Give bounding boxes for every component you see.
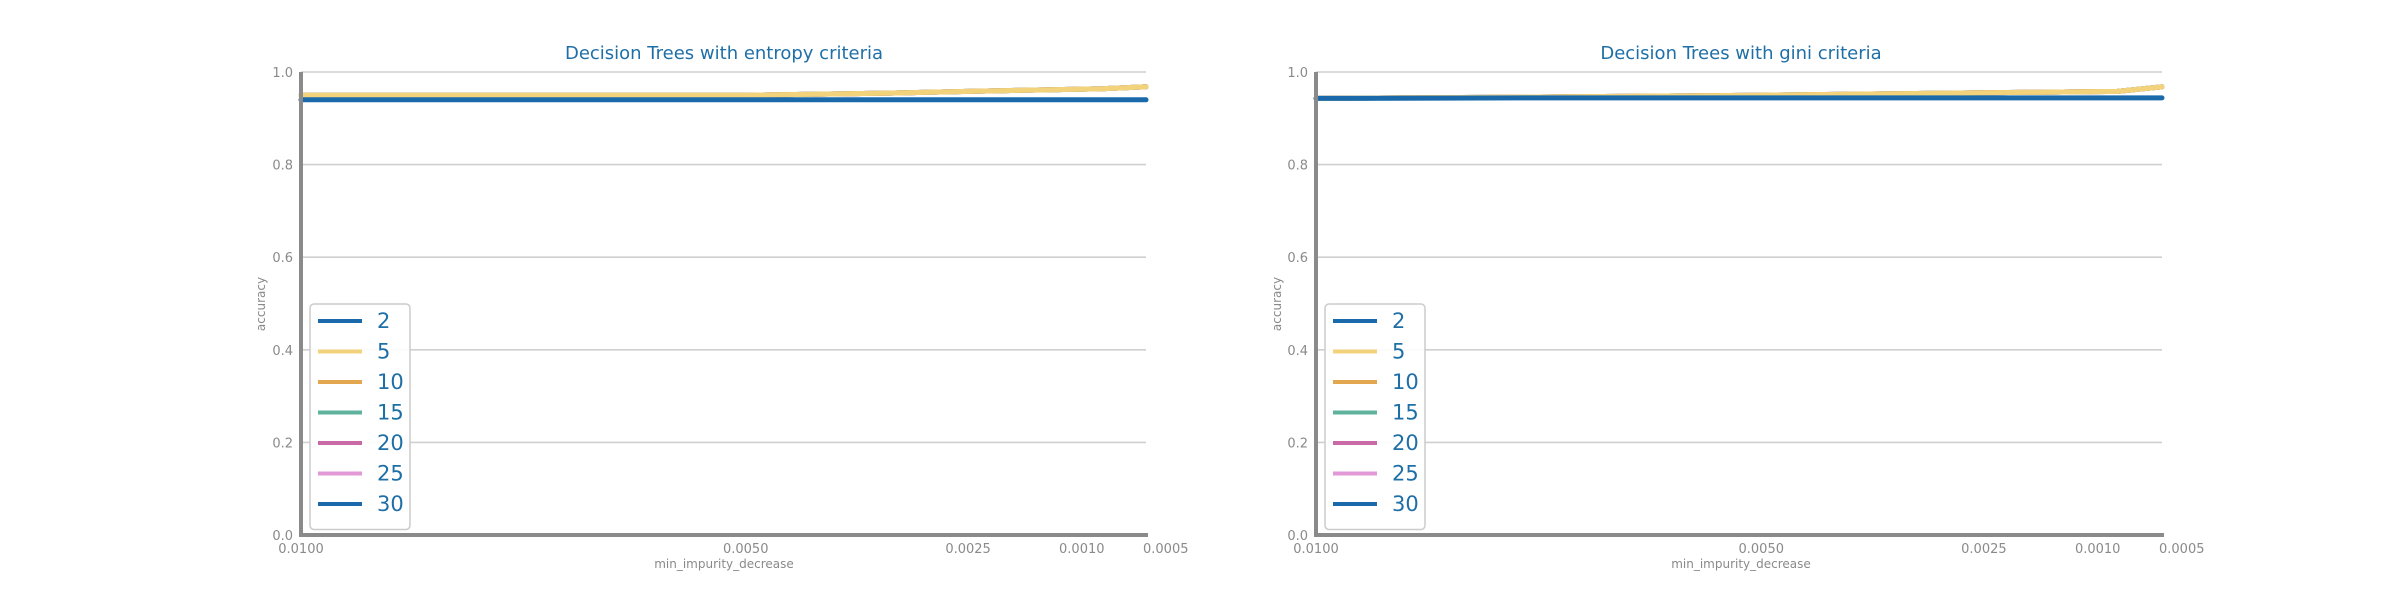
legend-label: 15 xyxy=(377,401,404,425)
x-tick-label: 0.0025 xyxy=(945,542,991,557)
legend-label: 20 xyxy=(1392,431,1419,455)
legend-label: 10 xyxy=(377,370,404,394)
series-group xyxy=(298,84,1149,103)
chart-title: Decision Trees with entropy criteria xyxy=(565,43,883,64)
legend-label: 2 xyxy=(377,309,390,333)
y-tick-label: 0.0 xyxy=(272,529,293,544)
y-tick-label: 1.0 xyxy=(272,66,293,81)
y-tick-label: 0.8 xyxy=(272,159,293,174)
x-tick-label: 0.0025 xyxy=(1961,542,2007,557)
legend-label: 20 xyxy=(377,431,404,455)
series-line-2 xyxy=(1313,95,2165,101)
chart-panel-entropy: Decision Trees with entropy criteria 0.0… xyxy=(254,43,1189,571)
legend-label: 2 xyxy=(1392,309,1405,333)
y-tick-label: 0.4 xyxy=(272,344,293,359)
axes xyxy=(1314,72,2164,537)
legend-label: 15 xyxy=(1392,401,1419,425)
y-gridlines xyxy=(1316,71,2162,444)
y-tick-labels: 0.0 0.2 0.4 0.6 0.8 1.0 xyxy=(272,66,293,544)
x-tick-label: 0.0050 xyxy=(723,542,769,557)
series-group xyxy=(1313,84,2165,101)
legend-label: 25 xyxy=(1392,462,1419,486)
x-tick-labels: 0.0100 0.0050 0.0025 0.0010 0.0005 xyxy=(278,542,1188,557)
axes xyxy=(299,72,1148,537)
series-line-5 xyxy=(298,84,1149,98)
x-tick-labels: 0.0100 0.0050 0.0025 0.0010 0.0005 xyxy=(1293,542,2204,557)
x-tick-label: 0.0100 xyxy=(1293,542,1339,557)
legend-label: 10 xyxy=(1392,370,1419,394)
y-axis-label: accuracy xyxy=(1270,277,1284,331)
legend-label: 5 xyxy=(377,340,390,364)
x-axis-label: min_impurity_decrease xyxy=(654,557,794,571)
x-axis-label: min_impurity_decrease xyxy=(1671,557,1811,571)
y-gridlines xyxy=(301,71,1146,444)
y-tick-label: 0.8 xyxy=(1287,159,1308,174)
legend-label: 30 xyxy=(377,492,404,516)
y-tick-label: 0.6 xyxy=(272,251,293,266)
x-tick-label: 0.0050 xyxy=(1739,542,1785,557)
y-tick-label: 0.2 xyxy=(1287,436,1308,451)
y-tick-labels: 0.0 0.2 0.4 0.6 0.8 1.0 xyxy=(1287,66,1308,544)
legend-label: 30 xyxy=(1392,492,1419,516)
y-axis-label: accuracy xyxy=(254,277,268,331)
y-tick-label: 1.0 xyxy=(1287,66,1308,81)
x-tick-label: 0.0005 xyxy=(1143,542,1189,557)
y-tick-label: 0.6 xyxy=(1287,251,1308,266)
x-tick-label: 0.0010 xyxy=(1059,542,1105,557)
x-tick-label: 0.0005 xyxy=(2159,542,2205,557)
legend-label: 25 xyxy=(377,462,404,486)
chart-title: Decision Trees with gini criteria xyxy=(1600,43,1881,64)
x-tick-label: 0.0010 xyxy=(2075,542,2121,557)
y-tick-label: 0.2 xyxy=(272,436,293,451)
y-tick-label: 0.4 xyxy=(1287,344,1308,359)
chart-panel-gini: Decision Trees with gini criteria 0.0 0.2… xyxy=(1270,43,2205,571)
y-tick-label: 0.0 xyxy=(1287,529,1308,544)
x-tick-label: 0.0100 xyxy=(278,542,324,557)
legend-label: 5 xyxy=(1392,340,1405,364)
